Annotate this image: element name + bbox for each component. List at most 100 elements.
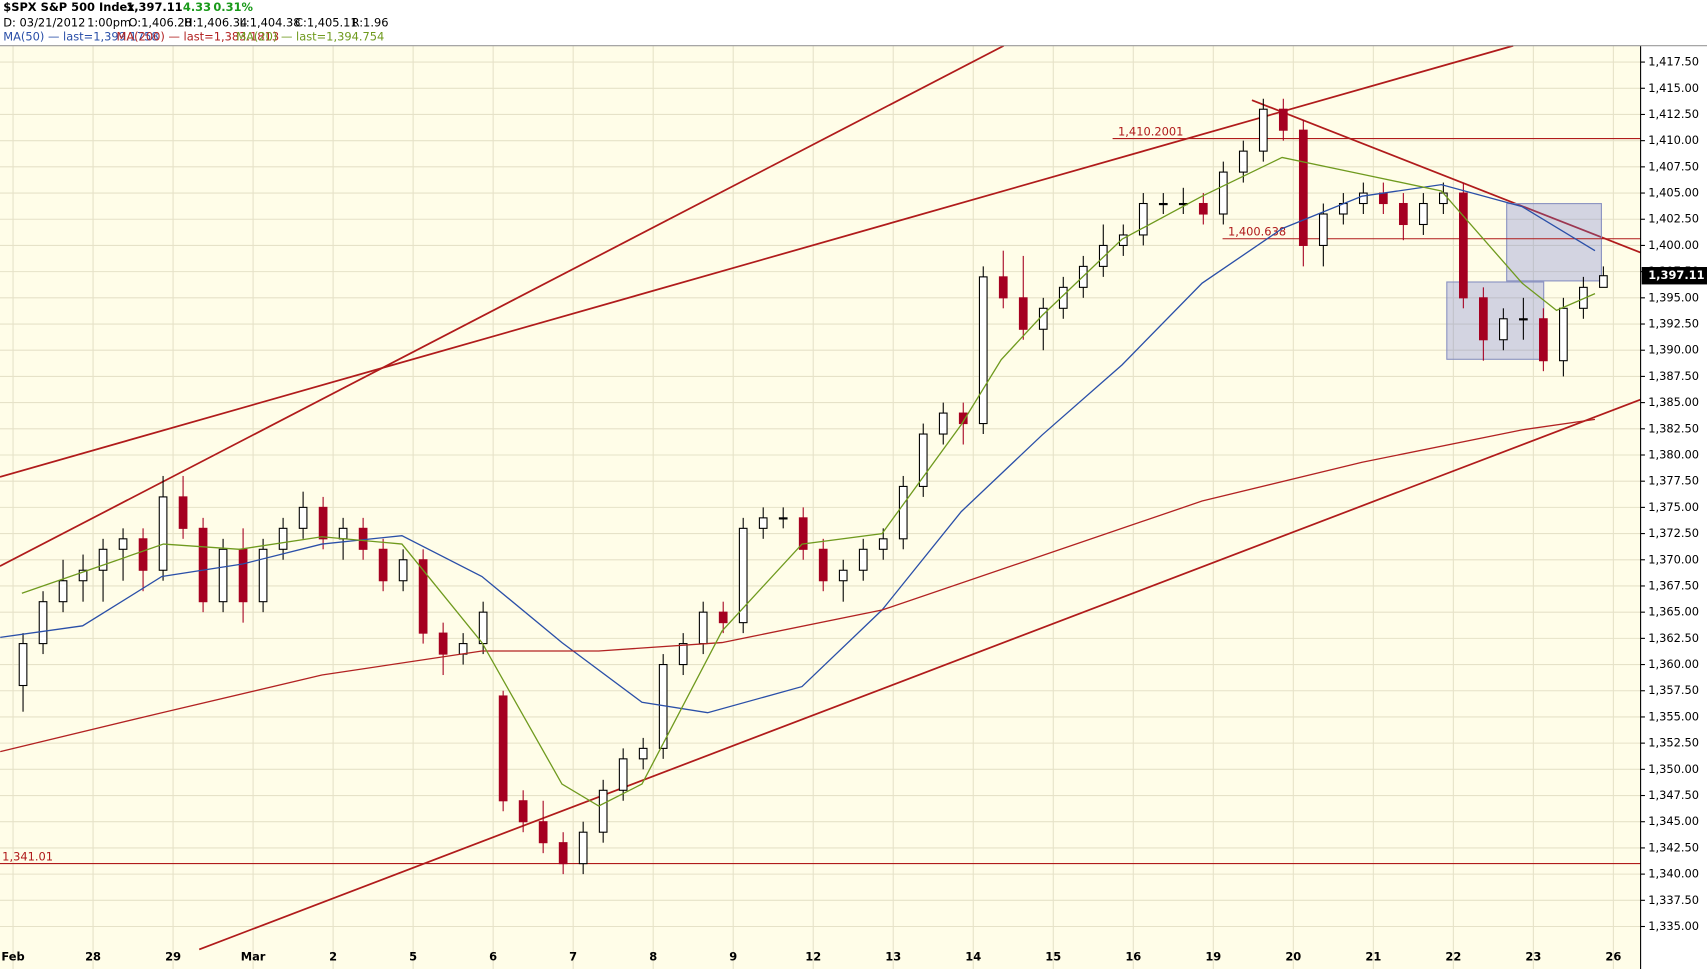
candle-body (458, 643, 468, 655)
legend-entry: MA(200) — last=1,383.1813 (116, 30, 279, 44)
y-tick-label: 1,415.00 (1648, 81, 1699, 95)
candle-body (1018, 297, 1028, 330)
y-tick-label: 1,352.50 (1648, 736, 1699, 750)
y-tick-label: 1,377.50 (1648, 474, 1699, 488)
y-tick-label: 1,410.00 (1648, 133, 1699, 147)
time: 1:00pm (87, 15, 131, 29)
candle-body (118, 538, 128, 550)
x-tick-label: 7 (569, 950, 577, 964)
candle-body (38, 601, 48, 645)
open: O:1,406.28 (128, 15, 192, 29)
date: D: 03/21/2012 (3, 15, 85, 29)
change: 4.33 (183, 0, 211, 14)
y-tick-label: 1,392.50 (1648, 317, 1699, 331)
candle-body (198, 527, 208, 603)
trendline (0, 44, 1005, 567)
ma-line (21, 156, 1596, 807)
range: R:1.96 (352, 15, 389, 29)
x-tick-label: 23 (1525, 950, 1541, 964)
candle-body (1479, 297, 1488, 341)
candle-body (798, 517, 808, 550)
y-tick-label: 1,337.50 (1648, 893, 1699, 907)
candle-body (618, 758, 628, 791)
x-tick-label: 8 (649, 950, 657, 964)
symbol: $SPX S&P 500 Index (3, 0, 135, 14)
x-tick-label: 16 (1125, 950, 1141, 964)
last-price: 1,397.11 (126, 0, 182, 14)
x-tick-label: 5 (409, 950, 417, 964)
candle-body (1378, 192, 1388, 205)
candle-body (778, 517, 788, 520)
y-tick-label: 1,402.50 (1648, 212, 1699, 226)
y-tick-label: 1,367.50 (1648, 578, 1699, 592)
level-label: 1,341.01 (2, 849, 53, 863)
y-tick-label: 1,407.50 (1648, 159, 1699, 173)
candle-body (398, 559, 408, 582)
candle-body (1258, 108, 1268, 152)
close: C:1,405.11 (295, 15, 358, 29)
x-tick-label: Feb (1, 950, 24, 964)
y-tick-label: 1,372.50 (1648, 526, 1699, 540)
legend-entry: MA(20) — last=1,394.754 (236, 30, 384, 44)
candle-body (718, 611, 728, 624)
ma-line (0, 183, 1596, 714)
x-tick-label: 21 (1365, 950, 1381, 964)
candle-body (1118, 234, 1128, 246)
y-tick-label: 1,405.00 (1648, 186, 1699, 200)
y-tick-label: 1,387.50 (1648, 369, 1699, 383)
candle-body (898, 485, 908, 540)
y-tick-label: 1,362.50 (1648, 631, 1699, 645)
y-tick-label: 1,412.50 (1648, 107, 1699, 121)
candle-body (338, 527, 348, 540)
candle-body (438, 632, 448, 655)
ma-line (0, 418, 1596, 753)
x-tick-label: 12 (805, 950, 821, 964)
x-tick-label: 20 (1285, 950, 1301, 964)
y-tick-label: 1,417.50 (1648, 55, 1699, 69)
y-tick-label: 1,370.00 (1648, 552, 1699, 566)
candle-body (1138, 202, 1148, 236)
y-tick-label: 1,350.00 (1648, 762, 1699, 776)
candle-body (538, 821, 548, 844)
candle-body (1198, 202, 1208, 215)
x-tick-label: Mar (241, 950, 266, 964)
candle-body (1579, 286, 1588, 309)
candle-body (978, 276, 988, 425)
candle-body (518, 800, 528, 823)
level-label: 1,410.2001 (1118, 125, 1183, 139)
y-tick-label: 1,342.50 (1648, 840, 1699, 854)
axis-background (1640, 45, 1707, 969)
x-tick-label: 28 (85, 950, 101, 964)
y-tick-label: 1,360.00 (1648, 657, 1699, 671)
legend-entry: MA(50) — last=1,399.1758 (3, 30, 158, 44)
candle-body (638, 747, 648, 760)
candle-body (1278, 108, 1288, 131)
y-tick-label: 1,385.00 (1648, 395, 1699, 409)
y-tick-label: 1,357.50 (1648, 683, 1699, 697)
candle-body (78, 569, 88, 582)
x-tick-label: 9 (729, 950, 737, 964)
header-background (0, 0, 1707, 46)
candle-body (98, 548, 108, 571)
candle-body (738, 527, 748, 624)
candle-body (1238, 150, 1248, 173)
candle-body (838, 569, 848, 582)
trendline (1251, 99, 1641, 254)
x-tick-label: 15 (1045, 950, 1061, 964)
candle-body (1418, 202, 1428, 226)
y-tick-label: 1,400.00 (1648, 238, 1699, 252)
candle-body (1559, 307, 1568, 362)
candle-body (958, 412, 968, 425)
candle-body (678, 643, 688, 666)
high: H:1,406.34 (184, 15, 247, 29)
y-tick-label: 1,355.00 (1648, 709, 1699, 723)
x-tick-label: 13 (885, 950, 901, 964)
candle-body (1158, 202, 1168, 206)
candle-body (878, 538, 888, 550)
candle-body (138, 538, 148, 571)
candle-body (1458, 192, 1468, 299)
highlight-box (1506, 203, 1602, 282)
candle-body (1358, 192, 1368, 205)
